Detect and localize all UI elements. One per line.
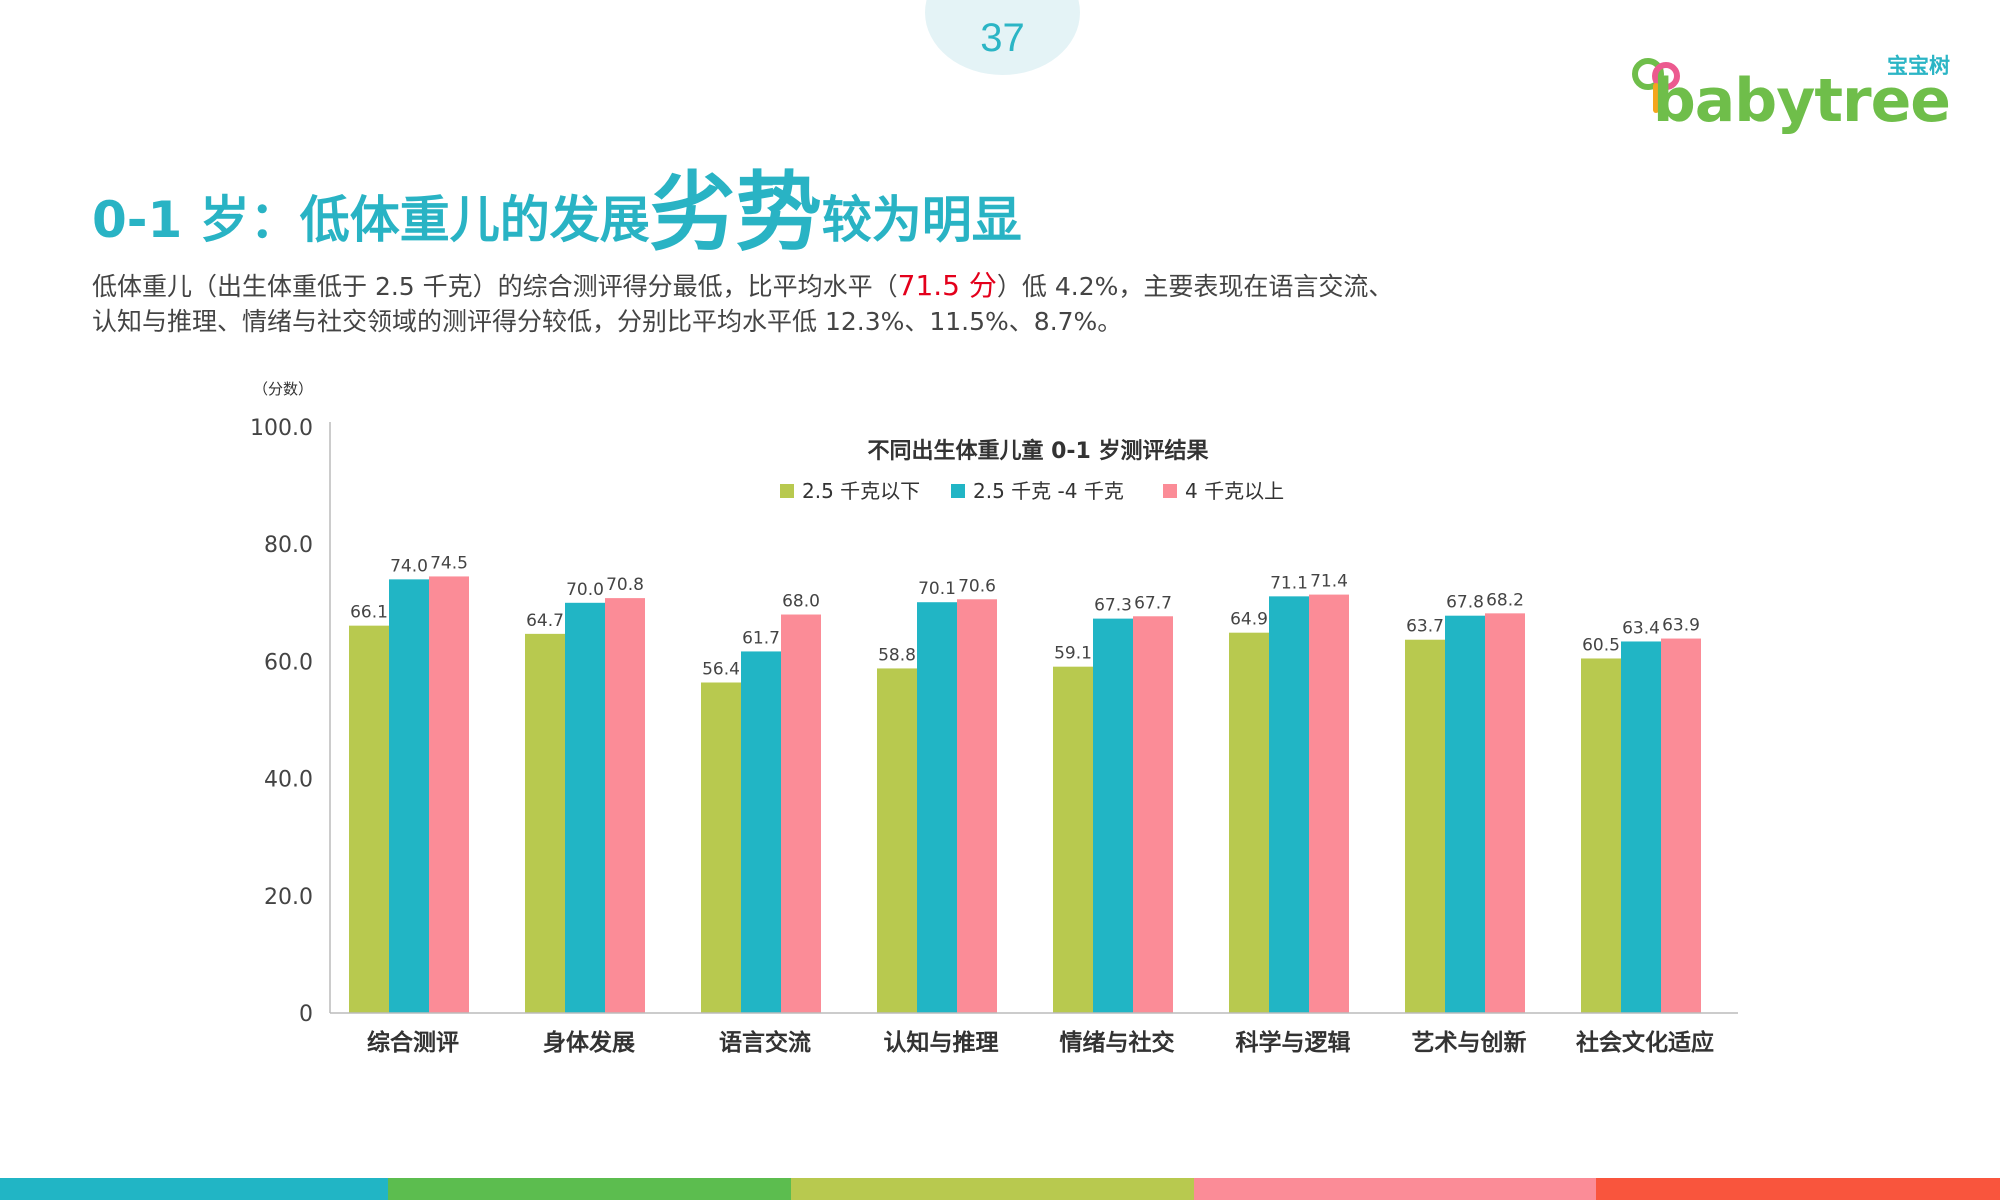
bottom-color-bar bbox=[0, 1178, 2000, 1200]
x-axis: 综合测评 身体发展 语言交流 认知与推理 情绪与社交 科学与逻辑 艺术与创新 社会文化适应 bbox=[330, 1012, 1738, 1056]
bar bbox=[1229, 632, 1269, 1013]
bar bbox=[349, 625, 389, 1013]
bar bbox=[957, 599, 997, 1013]
x-category-label: 语言交流 bbox=[719, 1029, 811, 1056]
bar bbox=[1309, 594, 1349, 1013]
logo-mark-icon bbox=[1632, 58, 1680, 113]
bar-value-label: 67.3 bbox=[1094, 596, 1132, 616]
bar bbox=[741, 651, 781, 1013]
average-score-highlight: 71.5 分 bbox=[897, 269, 997, 302]
bar bbox=[1621, 641, 1661, 1013]
x-category-label: 综合测评 bbox=[367, 1029, 459, 1056]
bar bbox=[701, 682, 741, 1013]
bar-value-label: 71.1 bbox=[1270, 573, 1308, 593]
bar bbox=[1661, 638, 1701, 1013]
description-line-1: 低体重儿（出生体重低于 2.5 千克）的综合测评得分最低，比平均水平（71.5 … bbox=[92, 268, 1492, 304]
bar bbox=[389, 579, 429, 1013]
logo-text-en: babytree bbox=[1652, 66, 1951, 136]
bar-value-label: 64.9 bbox=[1230, 610, 1268, 630]
title-part-1: 0-1 岁：低体重儿的发展 bbox=[92, 191, 650, 249]
bar-value-label: 70.0 bbox=[566, 580, 604, 600]
x-category-label: 认知与推理 bbox=[884, 1029, 999, 1056]
x-category-label: 社会文化适应 bbox=[1576, 1029, 1714, 1056]
bottom-bar-segment bbox=[388, 1178, 791, 1200]
legend-label: 2.5 千克 -4 千克 bbox=[973, 479, 1124, 503]
bar bbox=[917, 602, 957, 1013]
bar bbox=[1093, 618, 1133, 1013]
bar-value-label: 67.7 bbox=[1134, 593, 1172, 613]
bar bbox=[1485, 613, 1525, 1013]
bar-value-label: 64.7 bbox=[526, 611, 564, 631]
description-text: 低体重儿（出生体重低于 2.5 千克）的综合测评得分最低，比平均水平（ bbox=[92, 272, 898, 301]
legend-swatch bbox=[951, 484, 965, 498]
bar bbox=[1581, 658, 1621, 1013]
bars: 66.1 74.0 74.5 64.770.0 70.8 56.461.768.0 58.8… bbox=[349, 553, 1701, 1013]
page-title: 0-1 岁：低体重儿的发展 劣势 较为明显 bbox=[92, 150, 1022, 256]
bar bbox=[1445, 615, 1485, 1013]
bottom-bar-segment bbox=[1596, 1178, 2000, 1200]
bar-value-label: 56.4 bbox=[702, 659, 740, 679]
y-tick-label: 60.0 bbox=[264, 650, 313, 675]
x-category-label: 情绪与社交 bbox=[1060, 1029, 1175, 1056]
bar-value-label: 67.8 bbox=[1446, 593, 1484, 613]
description: 低体重儿（出生体重低于 2.5 千克）的综合测评得分最低，比平均水平（71.5 … bbox=[92, 268, 1492, 339]
y-axis: 0 20.0 40.0 60.0 80.0 100.0 bbox=[250, 416, 331, 1027]
bar bbox=[429, 576, 469, 1013]
bar bbox=[525, 633, 565, 1013]
bar bbox=[1053, 666, 1093, 1013]
bar-value-label: 63.9 bbox=[1662, 616, 1700, 636]
bar-value-label: 61.7 bbox=[742, 628, 780, 648]
bar-value-label: 63.4 bbox=[1622, 618, 1660, 638]
description-text: ）低 4.2%，主要表现在语言交流、 bbox=[996, 272, 1394, 301]
y-tick-label: 40.0 bbox=[264, 768, 313, 793]
bottom-bar-segment bbox=[0, 1178, 388, 1200]
bar bbox=[877, 668, 917, 1013]
bar-value-label: 59.1 bbox=[1054, 644, 1092, 664]
page-number: 37 bbox=[980, 16, 1025, 60]
bar-value-label: 68.2 bbox=[1486, 590, 1524, 610]
y-tick-label: 0 bbox=[299, 1002, 313, 1027]
bar-value-label: 70.1 bbox=[918, 579, 956, 599]
chart-title: 不同出生体重儿童 0-1 岁测评结果 bbox=[867, 438, 1208, 464]
bar-value-label: 71.4 bbox=[1310, 572, 1348, 592]
title-emphasis: 劣势 bbox=[649, 163, 822, 263]
x-category-label: 科学与逻辑 bbox=[1236, 1029, 1351, 1056]
legend-label: 4 千克以上 bbox=[1185, 479, 1284, 503]
x-category-label: 艺术与创新 bbox=[1412, 1029, 1527, 1056]
bar-value-label: 66.1 bbox=[350, 603, 388, 623]
bar-value-label: 74.5 bbox=[430, 553, 468, 573]
babytree-logo: 宝宝树 babytree bbox=[1630, 50, 1951, 136]
bar bbox=[781, 614, 821, 1013]
bar bbox=[1269, 596, 1309, 1013]
legend: 2.5 千克以下 2.5 千克 -4 千克 4 千克以上 bbox=[780, 479, 1284, 503]
bar bbox=[1133, 616, 1173, 1013]
legend-swatch bbox=[780, 484, 794, 498]
y-tick-label: 80.0 bbox=[264, 533, 313, 558]
bar-value-label: 60.5 bbox=[1582, 635, 1620, 655]
y-tick-label: 20.0 bbox=[264, 885, 313, 910]
bottom-bar-segment bbox=[791, 1178, 1194, 1200]
bar-value-label: 70.8 bbox=[606, 575, 644, 595]
logo-text-cn: 宝宝树 bbox=[1887, 54, 1950, 78]
bar bbox=[565, 602, 605, 1013]
bottom-bar-segment bbox=[1194, 1178, 1596, 1200]
bar-value-label: 70.6 bbox=[958, 576, 996, 596]
bar-value-label: 68.0 bbox=[782, 592, 820, 612]
x-category-label: 身体发展 bbox=[543, 1029, 635, 1056]
description-line-2: 认知与推理、情绪与社交领域的测评得分较低，分别比平均水平低 12.3%、11.5… bbox=[92, 307, 1123, 336]
bar bbox=[1405, 639, 1445, 1013]
legend-swatch bbox=[1163, 484, 1177, 498]
title-part-2: 较为明显 bbox=[821, 191, 1022, 249]
legend-label: 2.5 千克以下 bbox=[802, 479, 920, 503]
bar-value-label: 74.0 bbox=[390, 556, 428, 576]
bar bbox=[605, 598, 645, 1013]
bar-value-label: 63.7 bbox=[1406, 617, 1444, 637]
y-tick-label: 100.0 bbox=[250, 416, 313, 441]
y-axis-unit-label: （分数） bbox=[253, 380, 313, 398]
bar-value-label: 58.8 bbox=[878, 645, 916, 665]
